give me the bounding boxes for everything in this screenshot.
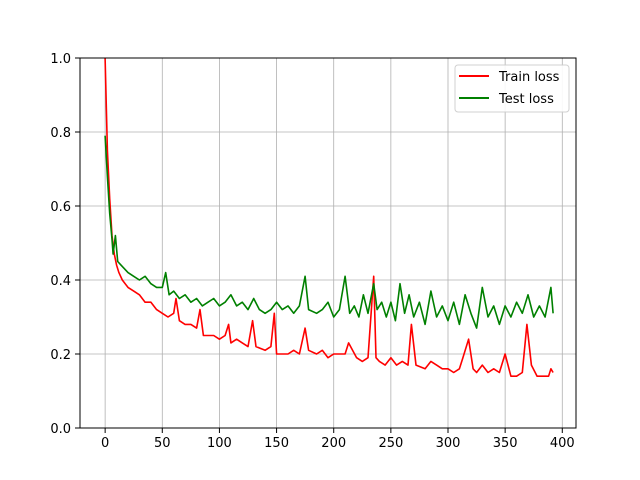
legend-label-train: Train loss <box>498 70 560 85</box>
plot-frame <box>79 57 577 429</box>
y-tick-label: 0.0 <box>50 422 71 437</box>
x-tick-label: 50 <box>154 436 171 451</box>
legend-label-test: Test loss <box>498 92 554 107</box>
x-tick-label: 250 <box>378 436 403 451</box>
x-axis: 0 50 100 150 200 250 300 350 400 <box>101 428 575 451</box>
y-tick-label: 1.0 <box>50 52 71 67</box>
x-tick-label: 100 <box>207 436 232 451</box>
x-tick-label: 350 <box>493 436 518 451</box>
series-line-test-loss <box>104 135 554 329</box>
y-tick-label: 0.2 <box>50 348 71 363</box>
y-axis: 0.0 0.2 0.4 0.6 0.8 1.0 <box>50 52 80 437</box>
y-tick-label: 0.8 <box>50 126 71 141</box>
series-line-train-loss <box>104 57 554 377</box>
x-tick-label: 300 <box>436 436 461 451</box>
x-tick-label: 400 <box>550 436 575 451</box>
x-tick-label: 150 <box>264 436 289 451</box>
legend: Train loss Test loss <box>454 64 570 113</box>
y-tick-label: 0.4 <box>50 274 71 289</box>
x-tick-label: 200 <box>321 436 346 451</box>
series-layer <box>104 57 554 377</box>
x-tick-label: 0 <box>101 436 109 451</box>
y-tick-label: 0.6 <box>50 200 71 215</box>
